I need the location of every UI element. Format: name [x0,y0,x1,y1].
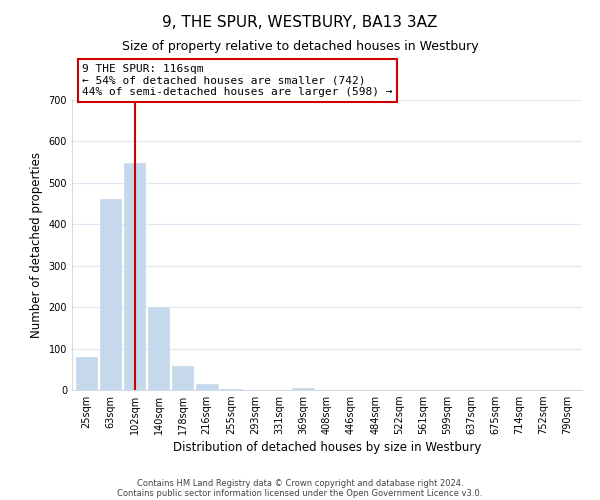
Text: Contains HM Land Registry data © Crown copyright and database right 2024.: Contains HM Land Registry data © Crown c… [137,478,463,488]
Text: 9 THE SPUR: 116sqm
← 54% of detached houses are smaller (742)
44% of semi-detach: 9 THE SPUR: 116sqm ← 54% of detached hou… [82,64,392,97]
Bar [76,357,97,390]
Bar [124,163,145,390]
Bar [172,366,193,390]
Bar [148,307,169,390]
Bar [100,200,121,390]
Bar [196,384,218,390]
Text: Contains public sector information licensed under the Open Government Licence v3: Contains public sector information licen… [118,488,482,498]
Bar [220,389,242,390]
Bar [292,388,314,390]
Text: Size of property relative to detached houses in Westbury: Size of property relative to detached ho… [122,40,478,53]
X-axis label: Distribution of detached houses by size in Westbury: Distribution of detached houses by size … [173,442,481,454]
Text: 9, THE SPUR, WESTBURY, BA13 3AZ: 9, THE SPUR, WESTBURY, BA13 3AZ [163,15,437,30]
Y-axis label: Number of detached properties: Number of detached properties [30,152,43,338]
